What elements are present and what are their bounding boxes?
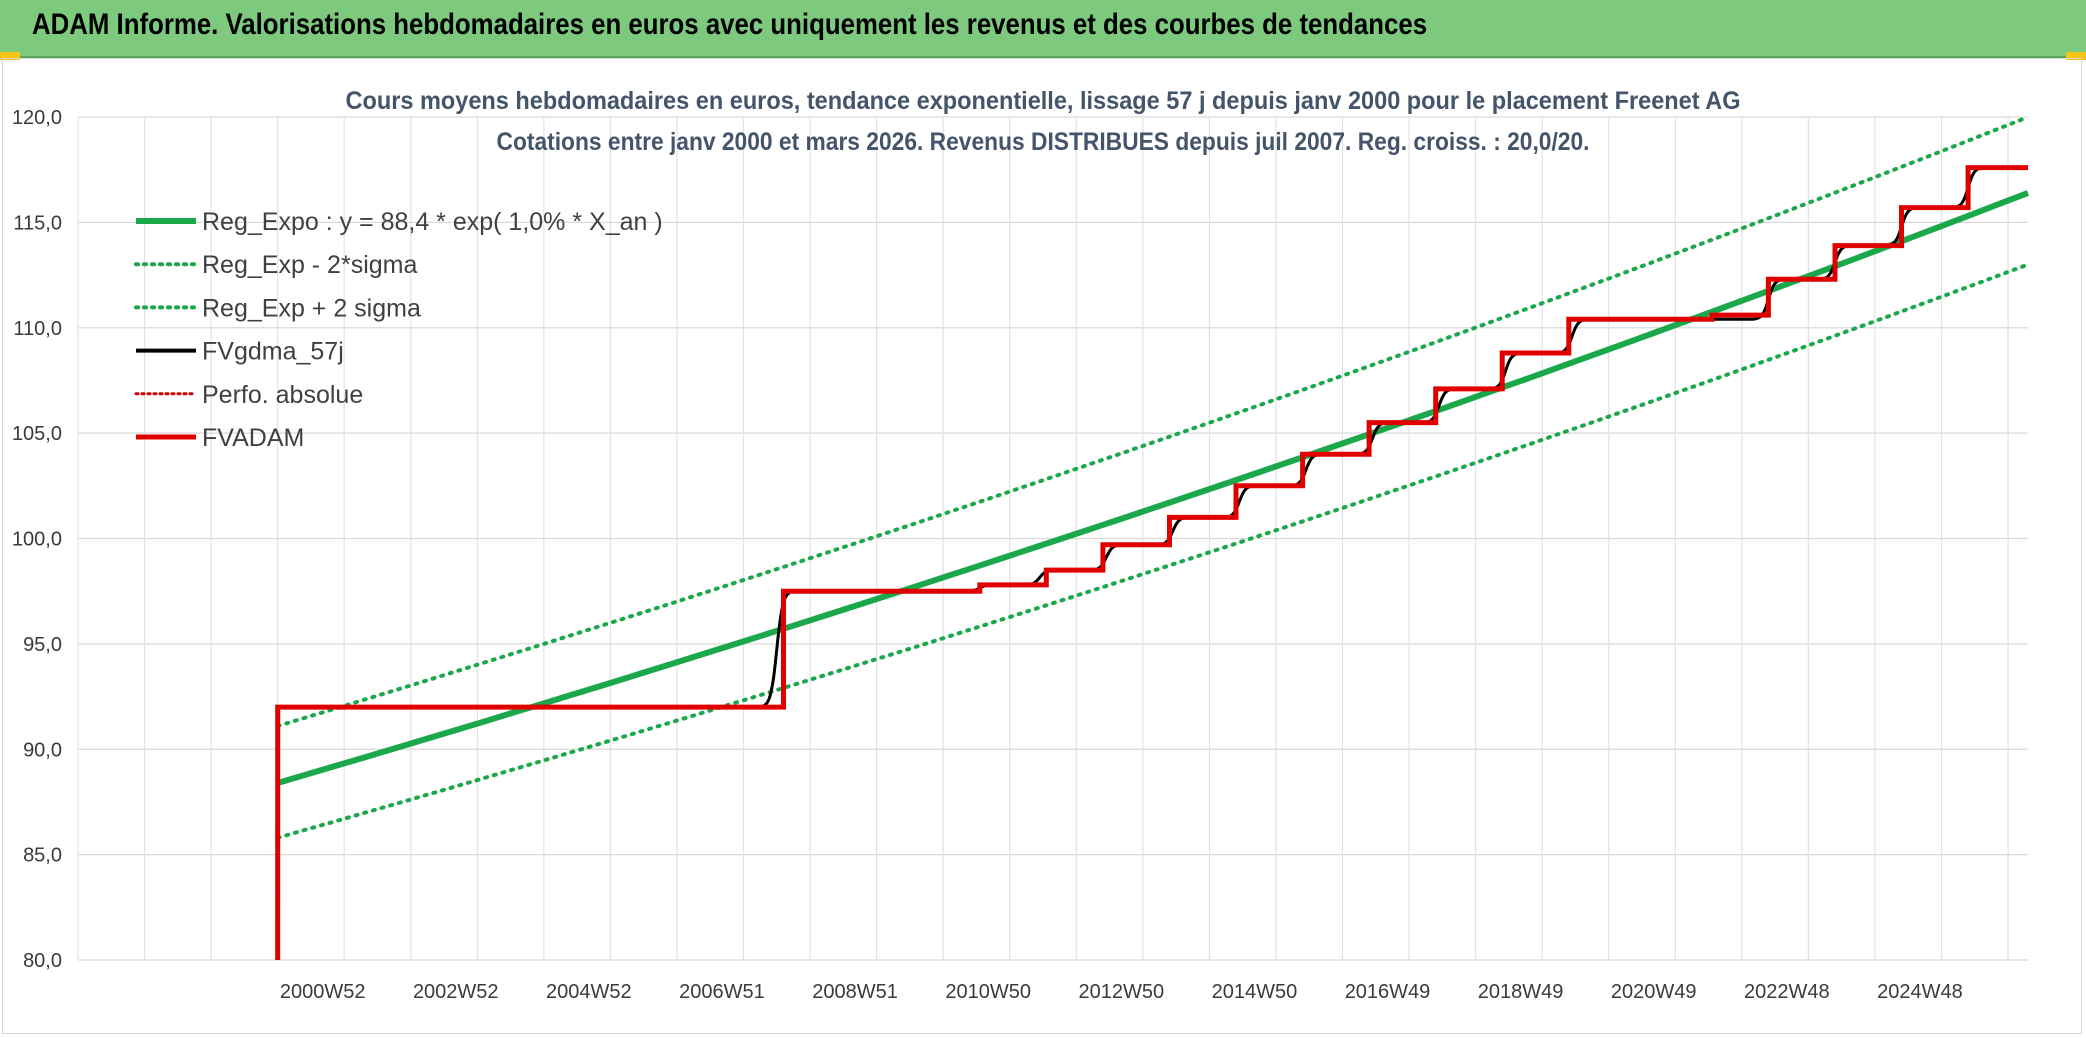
y-tick-label: 115,0 [13, 212, 62, 234]
legend-perfo-label: Perfo. absolue [202, 381, 363, 409]
chart-subtitle: Cotations entre janv 2000 et mars 2026. … [497, 128, 1590, 156]
series-line-fvgdma [277, 166, 2029, 709]
legend-fvadam-label: FVADAM [202, 424, 304, 452]
legend-reg-exp-plus-label: Reg_Exp + 2 sigma [202, 294, 421, 322]
y-axis: 80,0 85,0 90,0 95,0 100,0 105,0 110,0 115,0 120,… [12, 107, 62, 972]
legend-reg-exp-minus-label: Reg_Exp - 2*sigma [202, 251, 417, 279]
series-line-reg-expo [276, 190, 2030, 786]
y-tick-label: 80,0 [23, 950, 62, 972]
chart-frame [2, 58, 2082, 1034]
chart-series [275, 115, 2030, 961]
chart-legend: Reg_Expo : y = 88,4 * exp( 1,0% * X_an )… [134, 208, 663, 452]
x-tick-label: 2016W49 [1345, 981, 1431, 1003]
y-tick-label: 95,0 [23, 634, 62, 656]
header-banner: ADAM Informe. Valorisations hebdomadaire… [0, 0, 2086, 58]
corner-accent-right [2066, 52, 2086, 60]
x-tick-label: 2024W48 [1877, 981, 1963, 1003]
x-tick-label: 2000W52 [280, 981, 366, 1003]
x-tick-label: 2012W50 [1078, 981, 1164, 1003]
legend-fvgdma-label: FVgdma_57j [202, 338, 344, 366]
x-tick-label: 2002W52 [413, 981, 499, 1003]
report-title: ADAM Informe. Valorisations hebdomadaire… [32, 8, 1428, 41]
series-line-sigma [275, 262, 2030, 840]
y-tick-label: 110,0 [13, 318, 62, 340]
corner-accent-left [0, 52, 20, 60]
y-tick-label: 85,0 [23, 845, 62, 867]
x-tick-label: 2022W48 [1744, 981, 1830, 1003]
y-tick-label: 100,0 [12, 529, 62, 551]
chart-grid [77, 116, 2028, 961]
x-tick-label: 2010W50 [945, 981, 1031, 1003]
y-tick-label: 105,0 [12, 423, 62, 445]
y-tick-label: 120,0 [12, 107, 62, 129]
x-tick-label: 2008W51 [812, 981, 898, 1003]
x-tick-label: 2018W49 [1478, 981, 1564, 1003]
x-tick-label: 2004W52 [546, 981, 632, 1003]
x-tick-label: 2014W50 [1212, 981, 1298, 1003]
x-tick-label: 2020W49 [1611, 981, 1697, 1003]
x-tick-label: 2006W51 [679, 981, 765, 1003]
series-line-fvadam [275, 165, 2028, 961]
y-tick-label: 90,0 [23, 739, 62, 761]
chart-title: Cours moyens hebdomadaires en euros, ten… [346, 87, 1741, 115]
x-axis: 2000W52 2002W52 2004W52 2006W51 2008W51 2010W… [280, 981, 1963, 1003]
series-line-sigma [275, 115, 2030, 729]
legend-reg-expo-label: Reg_Expo : y = 88,4 * exp( 1,0% * X_an ) [202, 208, 663, 236]
